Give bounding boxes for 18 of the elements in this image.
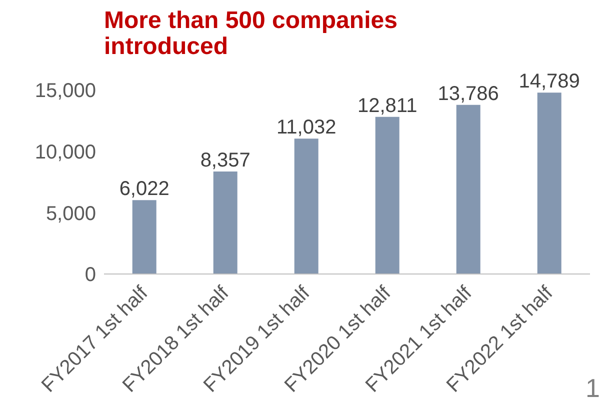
data-label: 11,032 [276, 116, 336, 139]
data-label: 13,786 [438, 82, 499, 105]
chart-title: More than 500 companies introduced [104, 7, 398, 60]
bar [375, 116, 400, 274]
bar [537, 92, 562, 274]
data-label: 6,022 [119, 178, 170, 200]
y-tick-label: 15,000 [34, 80, 96, 102]
bar [213, 171, 238, 274]
bar [132, 200, 156, 274]
bar [456, 104, 480, 274]
data-label: 12,811 [358, 94, 418, 117]
text: 1 [586, 373, 600, 404]
y-tick-label: 0 [84, 264, 96, 286]
data-label: 14,789 [518, 70, 580, 93]
y-tick-label: 10,000 [34, 141, 96, 164]
y-tick-label: 5,000 [46, 202, 96, 225]
data-label: 8,357 [200, 149, 250, 172]
bar [294, 138, 318, 274]
